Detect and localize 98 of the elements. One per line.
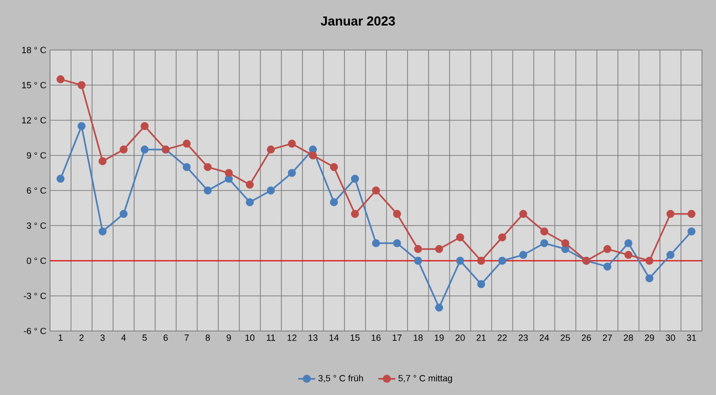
point <box>645 256 654 265</box>
point <box>350 210 359 218</box>
point <box>456 256 464 265</box>
point <box>120 146 128 154</box>
point <box>78 122 86 130</box>
y-tick-label: 15 ° C <box>22 82 46 88</box>
point <box>540 239 548 248</box>
point <box>98 157 107 166</box>
x-tick-label: 21 <box>476 334 486 341</box>
point <box>266 186 275 194</box>
y-tick-label: 18 ° C <box>22 46 46 54</box>
x-tick-label: 4 <box>121 334 126 341</box>
point <box>498 256 506 265</box>
point <box>688 210 696 218</box>
x-tick-label: 12 <box>288 334 296 341</box>
point <box>308 151 317 160</box>
x-tick-label: 30 <box>666 334 676 341</box>
point <box>288 140 296 148</box>
x-tick-label: 11 <box>266 334 276 341</box>
point <box>666 250 674 259</box>
point <box>182 140 191 148</box>
x-tick-label: 26 <box>582 334 591 341</box>
point <box>414 256 422 265</box>
point <box>561 239 570 248</box>
point <box>456 233 464 242</box>
x-tick-label: 6 <box>164 334 168 341</box>
point <box>624 250 632 259</box>
point <box>435 245 444 254</box>
point <box>645 274 654 282</box>
x-tick-label: 28 <box>624 334 633 341</box>
x-tick-label: 23 <box>518 334 528 341</box>
point <box>246 180 254 189</box>
x-tick-label: 19 <box>434 334 444 341</box>
x-tick-label: 31 <box>686 334 696 341</box>
point <box>372 239 380 248</box>
point <box>666 210 674 218</box>
point <box>603 245 612 254</box>
x-tick-label: 13 <box>308 334 318 341</box>
y-tick-label: 3 ° C <box>26 222 46 229</box>
point <box>120 210 128 218</box>
x-tick-label: 7 <box>184 334 189 341</box>
y-tick-label: 0 ° C <box>26 258 46 264</box>
point <box>330 198 338 206</box>
x-tick-label: 16 <box>372 334 381 341</box>
x-tick-label: 27 <box>602 334 612 341</box>
x-tick-label: 10 <box>246 334 254 341</box>
point <box>224 168 233 177</box>
x-tick-label: 1 <box>58 334 63 341</box>
x-tick-label: 29 <box>644 334 654 341</box>
point <box>204 163 212 172</box>
point <box>393 210 402 218</box>
x-tick-label: 2 <box>80 334 84 341</box>
point <box>603 262 612 271</box>
x-tick-label: 24 <box>540 334 549 341</box>
x-tick-label: 22 <box>498 334 507 341</box>
x-tick-label: 25 <box>560 334 570 341</box>
x-tick-label: 8 <box>206 334 210 341</box>
y-tick-label: -6 ° C <box>24 328 46 334</box>
point <box>246 198 254 206</box>
legend-label: 5,7 ° C mittag <box>398 374 452 384</box>
point <box>624 239 632 248</box>
y-tick-label: 12 ° C <box>22 117 46 124</box>
point <box>350 174 359 183</box>
point <box>477 256 486 265</box>
point <box>288 168 296 177</box>
point <box>266 146 275 154</box>
point <box>330 163 338 172</box>
point <box>56 174 65 183</box>
point <box>182 163 191 172</box>
point <box>56 75 65 84</box>
x-tick-label: 5 <box>142 334 147 341</box>
x-tick-label: 20 <box>456 334 465 341</box>
point <box>204 186 212 194</box>
x-tick-label: 18 <box>414 334 423 341</box>
point <box>140 122 149 130</box>
x-tick-label: 14 <box>330 334 339 341</box>
chart-title: Januar 2023 <box>320 16 395 26</box>
point <box>435 304 444 312</box>
y-tick-label: 9 ° C <box>26 152 46 159</box>
x-tick-label: 17 <box>392 334 402 341</box>
x-tick-label: 15 <box>350 334 360 341</box>
point <box>519 210 528 218</box>
point <box>78 81 86 90</box>
point <box>140 146 149 154</box>
point <box>688 227 696 236</box>
y-tick-label: -3 ° C <box>24 292 46 300</box>
x-tick-label: 3 <box>100 334 105 341</box>
point <box>372 186 380 194</box>
y-tick-label: 6 ° C <box>26 187 46 194</box>
point <box>98 227 107 236</box>
point <box>498 233 506 242</box>
point <box>540 227 548 236</box>
point <box>414 245 422 254</box>
legend-label: 3,5 ° C früh <box>318 374 363 382</box>
point <box>477 280 486 288</box>
point <box>519 250 528 259</box>
point <box>393 239 402 248</box>
x-tick-label: 9 <box>226 334 231 341</box>
